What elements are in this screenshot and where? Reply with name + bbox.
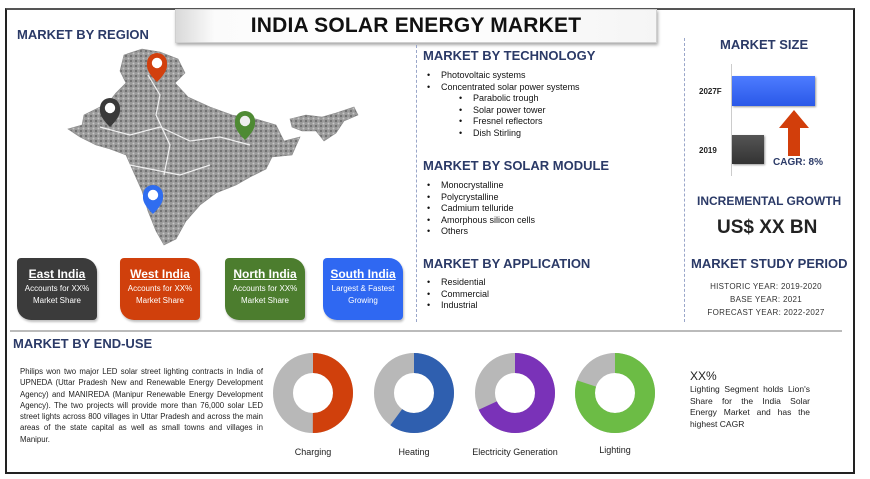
region-desc: Market Share xyxy=(32,296,82,305)
list-item: Others xyxy=(427,226,535,238)
list-item: Fresnel reflectors xyxy=(459,116,546,128)
end-use-heading: MARKET BY END-USE xyxy=(13,336,153,351)
pin-west-icon xyxy=(99,98,121,127)
solar-module-list: Monocrystalline Polycrystalline Cadmium … xyxy=(427,180,535,238)
application-heading: MARKET BY APPLICATION xyxy=(423,256,591,271)
list-item: Concentrated solar power systems xyxy=(427,82,580,94)
end-use-paragraph: Philips won two major LED solar street l… xyxy=(20,367,263,444)
region-desc: Growing xyxy=(348,296,378,305)
application-list: Residential Commercial Industrial xyxy=(427,277,489,312)
list-item: Photovoltaic systems xyxy=(427,70,580,82)
list-item: Polycrystalline xyxy=(427,192,535,204)
section-divider xyxy=(10,330,842,332)
region-desc: Largest & Fastest xyxy=(331,284,395,293)
region-card-west: West India Accounts for XX% Market Share xyxy=(120,258,200,320)
y-label-2019: 2019 xyxy=(699,146,717,155)
incremental-growth-value: US$ XX BN xyxy=(717,217,818,238)
incremental-growth-heading: INCREMENTAL GROWTH xyxy=(697,194,842,208)
title-banner: INDIA SOLAR ENERGY MARKET xyxy=(175,9,657,43)
donut-label-lighting: Lighting xyxy=(599,445,631,455)
pin-north-icon xyxy=(146,53,168,82)
up-arrow-icon xyxy=(779,110,809,156)
region-name: West India xyxy=(130,267,190,281)
historic-year: HISTORIC YEAR: 2019-2020 xyxy=(710,282,822,291)
pin-south-icon xyxy=(142,185,164,214)
bar-2027f xyxy=(732,76,815,106)
technology-heading: MARKET BY TECHNOLOGY xyxy=(423,48,596,63)
donut-charging xyxy=(270,350,356,436)
market-size-chart: 2027F 2019 CAGR: 8% xyxy=(693,60,833,178)
list-item: Residential xyxy=(427,277,489,289)
solar-module-heading: MARKET BY SOLAR MODULE xyxy=(423,158,610,173)
region-name: South India xyxy=(330,267,396,281)
donut-lighting xyxy=(572,350,658,436)
donut-electricity-generation xyxy=(472,350,558,436)
region-desc: Accounts for XX% xyxy=(232,284,298,293)
divider xyxy=(416,45,417,322)
base-year: BASE YEAR: 2021 xyxy=(730,295,802,304)
page-title: INDIA SOLAR ENERGY MARKET xyxy=(250,14,582,37)
list-item: Monocrystalline xyxy=(427,180,535,192)
region-card-east: East India Accounts for XX% Market Share xyxy=(17,258,97,320)
highlight-text: Lighting Segment holds Lion's Share for … xyxy=(690,384,810,429)
region-heading: MARKET BY REGION xyxy=(17,27,149,42)
list-item: Dish Stirling xyxy=(459,128,546,140)
cagr-label: CAGR: 8% xyxy=(773,157,824,168)
region-desc: Market Share xyxy=(135,296,185,305)
region-desc: Accounts for XX% xyxy=(24,284,90,293)
region-name: East India xyxy=(28,267,86,281)
forecast-year: FORECAST YEAR: 2022-2027 xyxy=(707,308,825,317)
region-name: North India xyxy=(233,267,297,281)
list-item: Cadmium telluride xyxy=(427,203,535,215)
donut-label-charging: Charging xyxy=(294,447,332,457)
list-item: Solar power tower xyxy=(459,105,546,117)
chart-axis xyxy=(731,64,732,176)
y-label-2027f: 2027F xyxy=(699,87,722,96)
divider xyxy=(684,38,685,322)
study-period-heading: MARKET STUDY PERIOD xyxy=(691,256,848,271)
technology-sublist: Parabolic trough Solar power tower Fresn… xyxy=(459,93,546,139)
donut-label-electricity-generation: Electricity Generation xyxy=(472,447,558,457)
market-size-heading: MARKET SIZE xyxy=(720,37,809,52)
region-card-north: North India Accounts for XX% Market Shar… xyxy=(225,258,305,320)
region-desc: Accounts for XX% xyxy=(127,284,193,293)
india-map xyxy=(67,48,359,246)
list-item: Industrial xyxy=(427,300,489,312)
technology-list: Photovoltaic systems Concentrated solar … xyxy=(427,70,580,93)
pin-east-icon xyxy=(234,111,256,140)
region-card-south: South India Largest & Fastest Growing xyxy=(323,258,403,320)
list-item: Amorphous silicon cells xyxy=(427,215,535,227)
list-item: Parabolic trough xyxy=(459,93,546,105)
donut-heating xyxy=(371,350,457,436)
list-item: Commercial xyxy=(427,289,489,301)
region-desc: Market Share xyxy=(240,296,290,305)
bar-2019 xyxy=(732,135,764,164)
donut-label-heating: Heating xyxy=(398,447,430,457)
highlight-value: XX% xyxy=(690,369,717,383)
